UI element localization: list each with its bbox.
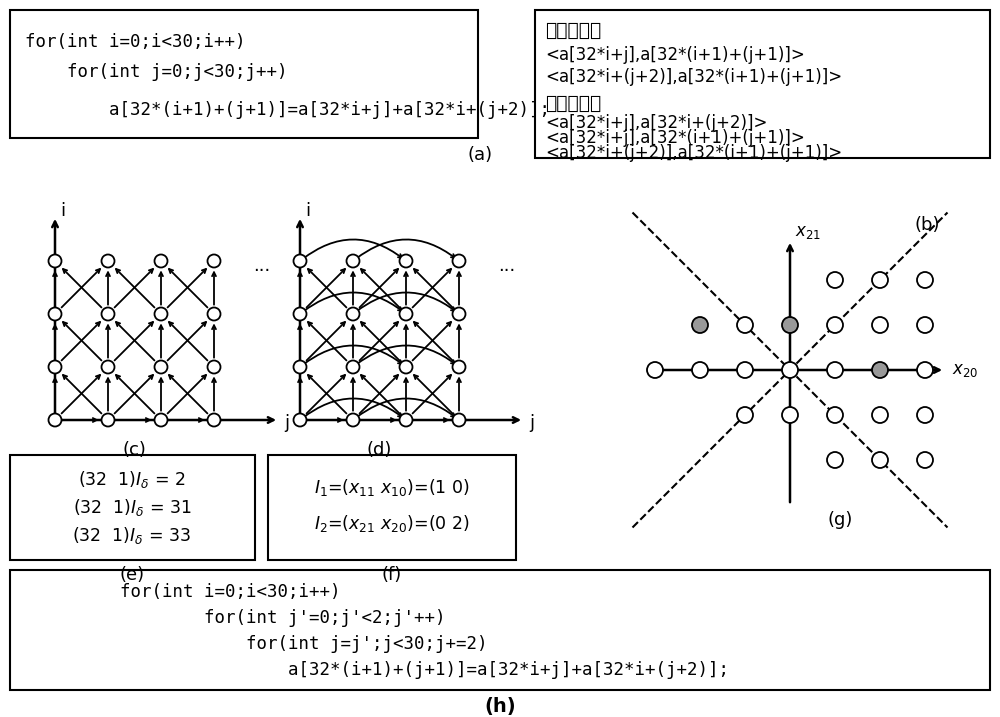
Circle shape	[737, 407, 753, 423]
Text: $x_{20}$: $x_{20}$	[952, 361, 978, 379]
Circle shape	[827, 317, 843, 333]
Text: ...: ...	[498, 257, 516, 275]
Circle shape	[208, 414, 220, 427]
Circle shape	[917, 317, 933, 333]
Text: <a[32*i+j],a[32*(i+1)+(j+1)]>: <a[32*i+j],a[32*(i+1)+(j+1)]>	[545, 46, 805, 64]
Circle shape	[48, 308, 62, 320]
Circle shape	[400, 308, 413, 320]
Circle shape	[154, 361, 168, 374]
Text: <a[32*i+(j+2)],a[32*(i+1)+(j+1)]>: <a[32*i+(j+2)],a[32*(i+1)+(j+1)]>	[545, 144, 842, 162]
Circle shape	[208, 255, 220, 267]
Text: $I_1$=($x_{11}$ $x_{10}$)=(1 0): $I_1$=($x_{11}$ $x_{10}$)=(1 0)	[314, 478, 470, 498]
Circle shape	[48, 361, 62, 374]
Circle shape	[48, 414, 62, 427]
Circle shape	[827, 362, 843, 378]
Circle shape	[294, 255, 306, 267]
Circle shape	[917, 452, 933, 468]
Circle shape	[48, 255, 62, 267]
Circle shape	[872, 272, 888, 288]
Text: i: i	[60, 202, 65, 220]
Text: (c): (c)	[123, 441, 146, 459]
Circle shape	[782, 407, 798, 423]
Circle shape	[827, 452, 843, 468]
Text: <a[32*i+(j+2)],a[32*(i+1)+(j+1)]>: <a[32*i+(j+2)],a[32*(i+1)+(j+1)]>	[545, 68, 842, 86]
Text: (g): (g)	[827, 511, 853, 529]
Circle shape	[692, 362, 708, 378]
Circle shape	[294, 414, 306, 427]
Text: for(int i=0;i<30;i++): for(int i=0;i<30;i++)	[120, 583, 340, 601]
Circle shape	[917, 362, 933, 378]
Circle shape	[872, 452, 888, 468]
Text: for(int j=j';j<30;j+=2): for(int j=j';j<30;j+=2)	[120, 635, 488, 653]
Text: i: i	[305, 202, 310, 220]
Circle shape	[294, 308, 306, 320]
Text: $I_2$=($x_{21}$ $x_{20}$)=(0 2): $I_2$=($x_{21}$ $x_{20}$)=(0 2)	[314, 513, 470, 533]
Circle shape	[208, 361, 220, 374]
Circle shape	[102, 308, 114, 320]
Circle shape	[737, 362, 753, 378]
Circle shape	[154, 414, 168, 427]
Circle shape	[347, 414, 360, 427]
Circle shape	[917, 272, 933, 288]
Circle shape	[347, 308, 360, 320]
Circle shape	[400, 361, 413, 374]
Text: j: j	[284, 414, 289, 432]
Text: $x_{21}$: $x_{21}$	[795, 223, 821, 241]
Text: a[32*(i+1)+(j+1)]=a[32*i+j]+a[32*i+(j+2)];: a[32*(i+1)+(j+1)]=a[32*i+j]+a[32*i+(j+2)…	[120, 661, 729, 679]
Text: (f): (f)	[382, 566, 402, 584]
Circle shape	[452, 308, 466, 320]
FancyBboxPatch shape	[10, 455, 255, 560]
Circle shape	[347, 255, 360, 267]
Text: (h): (h)	[484, 697, 516, 716]
Text: <a[32*i+j],a[32*i+(j+2)]>: <a[32*i+j],a[32*i+(j+2)]>	[545, 114, 768, 132]
Circle shape	[872, 317, 888, 333]
Circle shape	[102, 255, 114, 267]
Text: for(int j=0;j<30;j++): for(int j=0;j<30;j++)	[25, 63, 288, 81]
Circle shape	[782, 317, 798, 333]
FancyBboxPatch shape	[10, 10, 478, 138]
Circle shape	[452, 361, 466, 374]
FancyBboxPatch shape	[535, 10, 990, 158]
FancyBboxPatch shape	[10, 570, 990, 690]
Circle shape	[102, 361, 114, 374]
Text: (32  1)$I_\delta$ = 33: (32 1)$I_\delta$ = 33	[72, 526, 192, 546]
Circle shape	[208, 308, 220, 320]
Text: (32  1)$I_\delta$ = 31: (32 1)$I_\delta$ = 31	[73, 498, 191, 518]
Circle shape	[154, 308, 168, 320]
Text: ...: ...	[253, 257, 271, 275]
Circle shape	[917, 407, 933, 423]
Text: for(int j'=0;j'<2;j'++): for(int j'=0;j'<2;j'++)	[120, 609, 446, 627]
Text: (b): (b)	[914, 216, 940, 234]
Text: (d): (d)	[367, 441, 392, 459]
Circle shape	[827, 272, 843, 288]
Circle shape	[452, 255, 466, 267]
Text: j: j	[529, 414, 534, 432]
Circle shape	[872, 362, 888, 378]
Text: for(int i=0;i<30;i++): for(int i=0;i<30;i++)	[25, 33, 246, 51]
Circle shape	[872, 407, 888, 423]
Circle shape	[827, 407, 843, 423]
Circle shape	[102, 414, 114, 427]
FancyBboxPatch shape	[268, 455, 516, 560]
Text: 依赖集合：: 依赖集合：	[545, 21, 601, 39]
Text: <a[32*i+j],a[32*(i+1)+(j+1)]>: <a[32*i+j],a[32*(i+1)+(j+1)]>	[545, 129, 805, 147]
Circle shape	[692, 317, 708, 333]
Text: (32  1)$I_\delta$ = 2: (32 1)$I_\delta$ = 2	[78, 470, 186, 490]
Circle shape	[294, 361, 306, 374]
Circle shape	[347, 361, 360, 374]
Text: a[32*(i+1)+(j+1)]=a[32*i+j]+a[32*i+(j+2)];: a[32*(i+1)+(j+1)]=a[32*i+j]+a[32*i+(j+2)…	[25, 101, 550, 119]
Circle shape	[647, 362, 663, 378]
Circle shape	[154, 255, 168, 267]
Circle shape	[400, 255, 413, 267]
Text: 重用集合：: 重用集合：	[545, 93, 601, 113]
Circle shape	[452, 414, 466, 427]
Text: (a): (a)	[467, 146, 493, 164]
Circle shape	[400, 414, 413, 427]
Circle shape	[737, 317, 753, 333]
Text: (e): (e)	[119, 566, 145, 584]
Circle shape	[782, 362, 798, 378]
